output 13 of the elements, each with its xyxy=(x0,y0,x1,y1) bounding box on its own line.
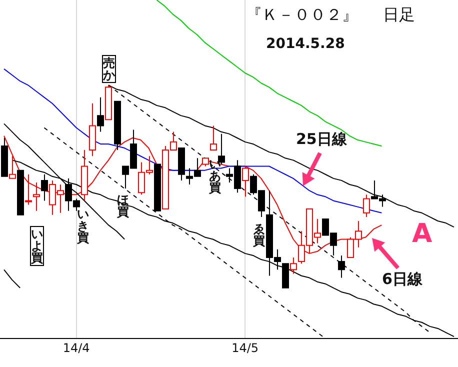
x-tick-label: 14/5 xyxy=(232,340,259,355)
x-tick-label: 14/4 xyxy=(62,340,90,355)
text: 日足 xyxy=(383,5,415,26)
text: 売か xyxy=(103,56,115,82)
annotation: いよ買 xyxy=(31,227,43,265)
annotation: A xyxy=(412,219,432,249)
annotation: ほ買 xyxy=(117,193,129,219)
chart-subtitle: 2014.5.28 xyxy=(266,36,345,52)
annotation: いき買 xyxy=(77,207,89,245)
text: 6日線 xyxy=(382,270,422,288)
chart-title: 『Ｋ－００２』 xyxy=(246,5,358,26)
series-label: 25日線 xyxy=(296,130,347,148)
annotation: ゑ買 xyxy=(253,222,265,248)
